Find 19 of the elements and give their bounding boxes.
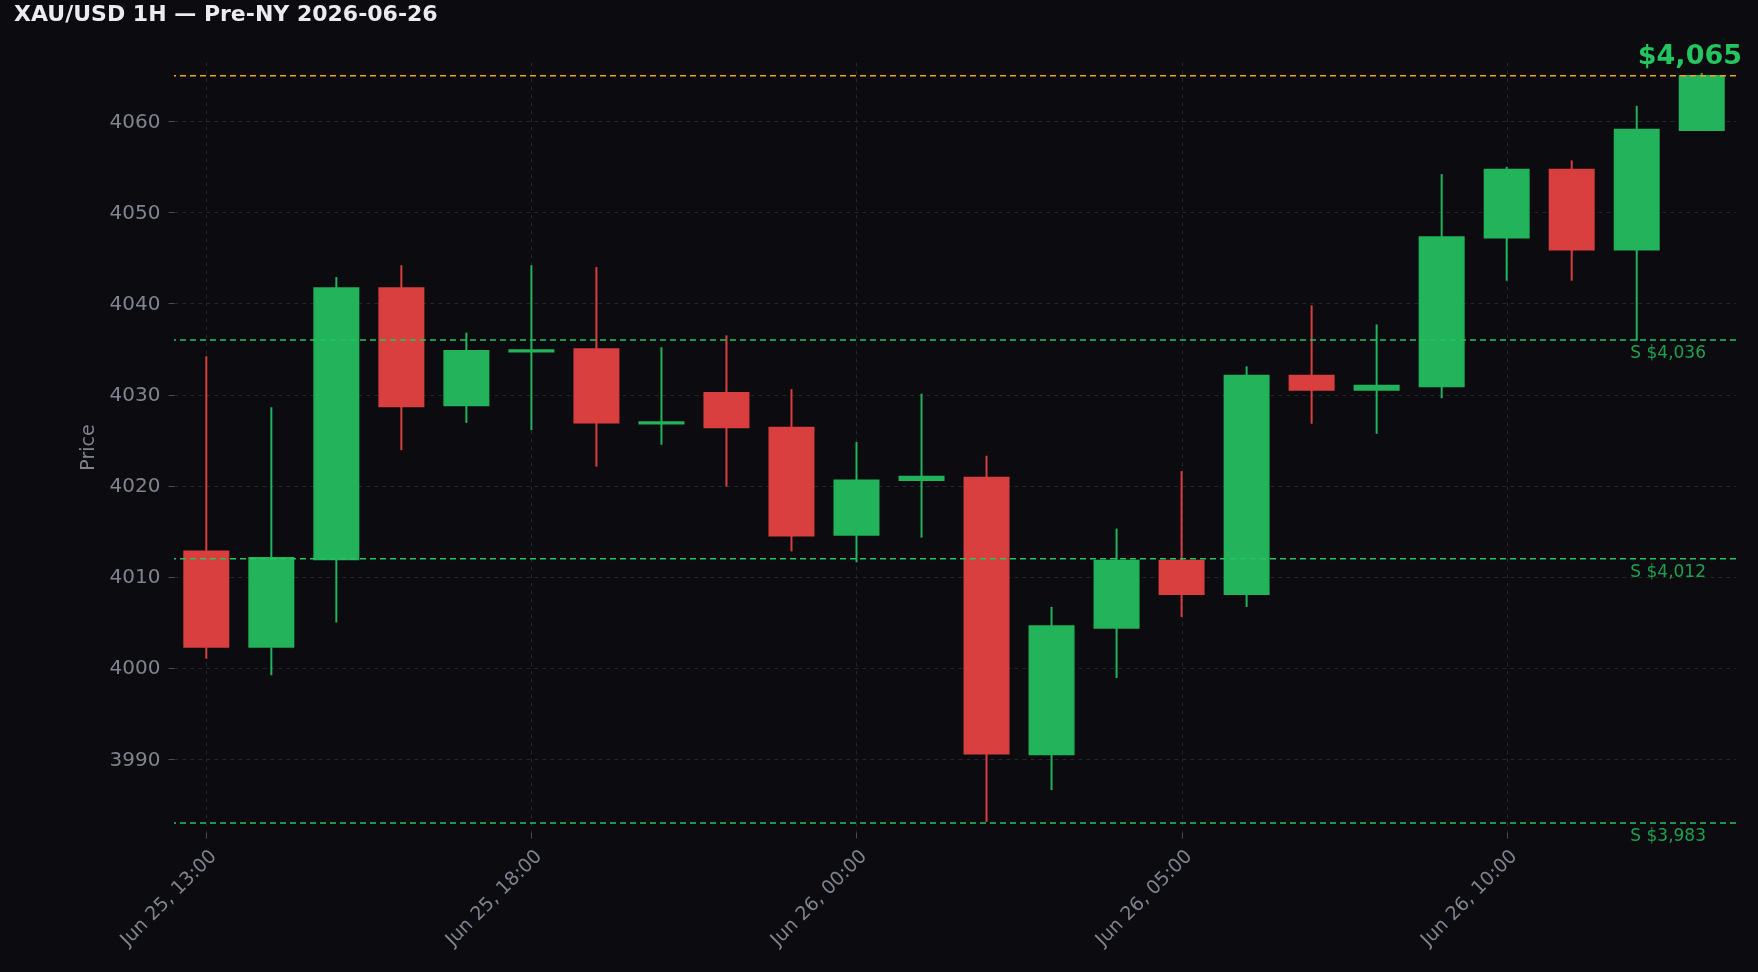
y-tick-label: 4000	[109, 655, 161, 680]
y-tick-label: 4040	[109, 290, 161, 315]
ref-line-label: S $4,012	[1630, 560, 1706, 581]
y-tick-label: 3990	[109, 746, 161, 771]
y-tick-label: 4030	[109, 382, 161, 407]
candlestick	[508, 264, 555, 432]
y-tick-label: 4050	[109, 199, 161, 224]
ref-line-label: S $3,983	[1630, 824, 1706, 845]
ref-line-label: S $4,036	[1630, 341, 1706, 362]
annotation: $4,065	[1637, 38, 1742, 70]
y-axis-title: Price	[75, 424, 98, 471]
chart-title: XAU/USD 1H — Pre-NY 2026-06-26	[14, 0, 438, 26]
y-tick-label: 4060	[109, 108, 161, 133]
candlestick	[898, 392, 945, 539]
candlestick	[1353, 323, 1400, 435]
candlestick	[1288, 304, 1335, 425]
candlestick	[638, 346, 685, 446]
y-tick-label: 4010	[109, 564, 161, 589]
y-tick-label: 4020	[109, 473, 161, 498]
